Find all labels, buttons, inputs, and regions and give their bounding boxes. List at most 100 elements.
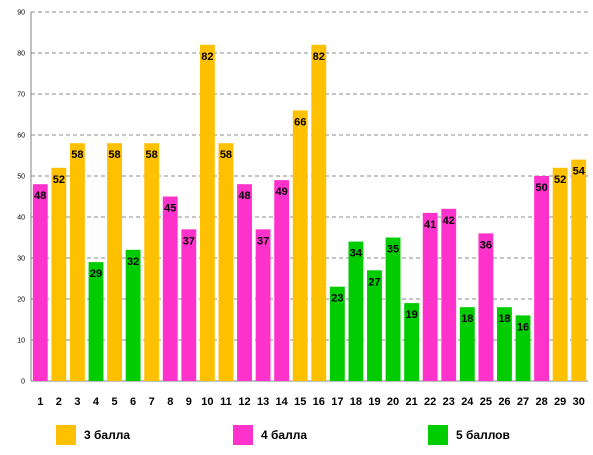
x-tick-label-30: 30: [573, 396, 585, 408]
x-tick-label-24: 24: [461, 396, 474, 408]
x-tick-label-20: 20: [387, 396, 399, 408]
x-tick-label-6: 6: [130, 396, 136, 408]
bar-17: [329, 286, 345, 381]
bar-12: [237, 184, 252, 381]
x-tick-label-21: 21: [405, 396, 417, 408]
bar-20: [385, 237, 401, 381]
bar-22: [422, 212, 438, 381]
x-tick-label-22: 22: [424, 396, 436, 408]
y-tick-label: 60: [17, 133, 25, 140]
x-tick-label-27: 27: [517, 396, 529, 408]
x-tick-label-28: 28: [535, 396, 547, 408]
legend-label-5: 5 баллов: [456, 428, 510, 442]
bar-1: [32, 184, 48, 381]
data-label-9: 37: [183, 235, 195, 247]
data-label-28: 50: [535, 182, 547, 194]
data-label-18: 34: [350, 248, 363, 260]
bar-27: [515, 315, 531, 381]
y-tick-label: 90: [17, 10, 25, 17]
data-label-19: 27: [368, 276, 380, 288]
bar-7: [144, 143, 160, 381]
y-tick-label: 70: [17, 92, 25, 99]
data-label-12: 48: [238, 190, 250, 202]
bar-30: [571, 159, 587, 381]
x-tick-label-2: 2: [56, 396, 62, 408]
data-label-21: 19: [405, 309, 417, 321]
x-tick-label-13: 13: [257, 396, 269, 408]
x-tick-label-5: 5: [111, 396, 117, 408]
x-tick-label-14: 14: [276, 396, 289, 408]
y-tick-label: 50: [17, 174, 25, 181]
x-tick-label-29: 29: [554, 396, 566, 408]
x-tick-label-9: 9: [186, 396, 192, 408]
x-tick-label-15: 15: [294, 396, 306, 408]
data-label-3: 58: [71, 149, 83, 161]
x-tick-label-8: 8: [167, 396, 173, 408]
x-tick-label-7: 7: [149, 396, 155, 408]
bar-28: [534, 176, 550, 381]
y-tick-label: 10: [17, 338, 25, 345]
x-tick-label-18: 18: [350, 396, 362, 408]
bar-21: [404, 303, 420, 381]
y-tick-label: 30: [17, 256, 25, 263]
x-tick-label-10: 10: [201, 396, 213, 408]
data-label-26: 18: [498, 313, 510, 325]
data-label-22: 41: [424, 219, 436, 231]
y-tick-label: 0: [21, 379, 25, 386]
bar-chart: 0102030405060708090481522583294585326587…: [17, 10, 588, 408]
legend-item-3: 3 балла: [56, 424, 130, 446]
y-tick-label: 40: [17, 215, 25, 222]
data-label-14: 49: [276, 186, 288, 198]
bar-16: [311, 44, 327, 382]
legend-label-4: 4 балла: [261, 428, 308, 442]
data-label-23: 42: [443, 215, 455, 227]
legend-swatch-3: [56, 425, 76, 445]
bar-11: [218, 143, 234, 381]
x-tick-label-1: 1: [37, 396, 43, 408]
bar-2: [51, 167, 67, 381]
bar-8: [162, 196, 178, 381]
data-label-6: 32: [127, 256, 139, 268]
data-label-10: 82: [201, 51, 213, 63]
bar-10: [199, 44, 215, 382]
data-label-1: 48: [34, 190, 46, 202]
x-tick-label-11: 11: [220, 396, 232, 408]
data-label-15: 66: [294, 116, 306, 128]
bar-3: [69, 143, 85, 381]
legend-swatch-5: [428, 425, 448, 445]
bar-15: [292, 110, 308, 382]
x-tick-label-25: 25: [480, 396, 492, 408]
data-label-4: 29: [90, 268, 102, 280]
bar-24: [459, 307, 475, 381]
data-label-7: 58: [146, 149, 158, 161]
data-label-20: 35: [387, 244, 399, 256]
bar-13: [255, 229, 271, 381]
legend-label-3: 3 балла: [84, 428, 131, 442]
x-tick-label-26: 26: [498, 396, 510, 408]
bar-26: [497, 307, 512, 381]
y-tick-label: 80: [17, 51, 25, 58]
data-label-30: 54: [573, 166, 586, 178]
legend-swatch-4: [233, 425, 253, 445]
bar-14: [274, 180, 290, 381]
bar-19: [367, 270, 382, 381]
x-tick-label-4: 4: [93, 396, 100, 408]
bar-5: [107, 143, 122, 381]
data-label-5: 58: [108, 149, 120, 161]
y-tick-label: 20: [17, 297, 25, 304]
bar-29: [552, 167, 568, 381]
x-tick-label-16: 16: [313, 396, 325, 408]
x-tick-label-3: 3: [74, 396, 80, 408]
data-label-29: 52: [554, 174, 566, 186]
x-tick-label-19: 19: [368, 396, 380, 408]
bar-18: [348, 241, 364, 381]
data-label-17: 23: [331, 293, 343, 305]
data-label-11: 58: [220, 149, 232, 161]
data-label-25: 36: [480, 239, 492, 251]
x-tick-label-12: 12: [238, 396, 250, 408]
legend-item-4: 4 балла: [233, 424, 307, 446]
x-tick-label-17: 17: [331, 396, 343, 408]
data-label-16: 82: [313, 51, 325, 63]
x-tick-label-23: 23: [443, 396, 455, 408]
data-label-8: 45: [164, 203, 176, 215]
